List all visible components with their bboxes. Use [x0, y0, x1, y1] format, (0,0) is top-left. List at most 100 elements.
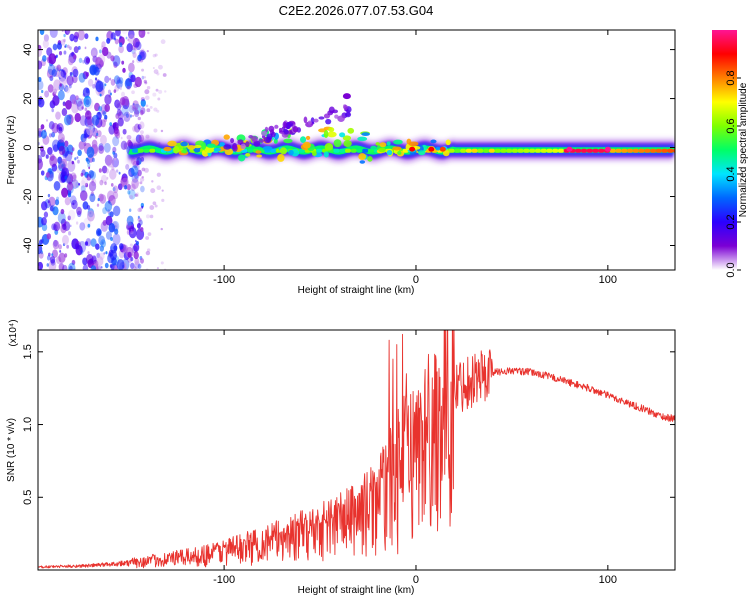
noise-cell [94, 77, 98, 81]
noise-cell [104, 75, 110, 84]
noise-cell [139, 207, 143, 212]
noise-cell [67, 192, 72, 198]
noise-cell [128, 105, 135, 114]
noise-cell [140, 99, 146, 107]
trace-core-cell [552, 148, 559, 153]
noise-cell [127, 171, 132, 177]
noise-cell [45, 171, 50, 178]
noise-cell [62, 234, 69, 245]
noise-cell [104, 154, 113, 166]
noise-cell [127, 30, 135, 40]
noise-cell [80, 172, 84, 177]
noise-cell [128, 167, 135, 177]
trace-blob [324, 143, 334, 151]
noise-cell [105, 215, 113, 226]
noise-cell [124, 78, 133, 89]
noise-cell [121, 60, 125, 65]
noise-cell [62, 101, 66, 105]
trace-core-cell [344, 148, 351, 153]
trace-blob [255, 150, 262, 154]
noise-cell [91, 157, 95, 163]
noise-cell [53, 88, 58, 95]
spectrogram-marks [38, 30, 675, 270]
trace-blob [328, 127, 335, 133]
noise-cell [61, 187, 69, 198]
branch-blob [344, 112, 352, 118]
noise-cell [42, 39, 49, 49]
noise-cell [127, 190, 131, 195]
noise-cell [64, 175, 71, 184]
noise-cell [42, 55, 47, 62]
noise-cell [78, 140, 85, 150]
noise-cell [118, 171, 121, 175]
noise-cell [98, 235, 106, 246]
noise-cell [113, 37, 117, 41]
branch-blob [237, 139, 244, 145]
noise-cell [80, 98, 85, 105]
trace-core-cell [615, 148, 622, 153]
trace-blob [224, 148, 234, 156]
noise-cell [120, 140, 128, 150]
noise-cell [109, 122, 113, 127]
spectrogram-ytick-label: -20 [22, 189, 34, 205]
branch-blob [318, 116, 325, 120]
noise-cell [55, 111, 61, 120]
noise-cell [101, 41, 106, 48]
noise-cell [117, 117, 124, 127]
noise-cell [135, 192, 140, 198]
snr-ytick-label: 1.5 [22, 344, 34, 359]
noise-cell [89, 193, 96, 203]
noise-cell [62, 101, 66, 107]
noise-cell [52, 206, 59, 216]
noise-cell [146, 108, 151, 113]
noise-cell [125, 163, 130, 170]
noise-cell [109, 92, 112, 96]
noise-cell [40, 124, 45, 130]
noise-cell [64, 45, 67, 48]
noise-cell [99, 245, 105, 252]
noise-cell [65, 86, 71, 94]
noise-cell [39, 30, 45, 35]
noise-cell [136, 39, 140, 43]
snr-series-line [38, 330, 675, 569]
noise-cell [75, 221, 79, 225]
snr-xtick-label: 100 [599, 574, 617, 586]
noise-cell [146, 248, 151, 252]
trace-blob [237, 154, 246, 162]
noise-cell [52, 239, 60, 250]
trace-core-cell [632, 148, 639, 153]
noise-cell [121, 91, 125, 98]
trace-core-cell [356, 148, 363, 153]
noise-cell [87, 223, 91, 228]
noise-cell [106, 176, 109, 180]
noise-cell [156, 267, 159, 270]
noise-cell [72, 68, 79, 78]
noise-cell [154, 53, 158, 57]
noise-cell [128, 225, 134, 233]
noise-cell [49, 205, 54, 212]
trace-blob [279, 147, 287, 155]
noise-cell [58, 145, 66, 156]
noise-cell [56, 196, 60, 201]
noise-cell [77, 45, 81, 50]
trace-blob [342, 135, 352, 141]
trace-blob [418, 150, 426, 156]
noise-cell [116, 79, 123, 89]
trace-core-cell [506, 148, 513, 153]
noise-cell [66, 244, 69, 249]
noise-cell [50, 204, 55, 212]
noise-cell [106, 190, 115, 202]
noise-cell [85, 57, 91, 64]
noise-cell [133, 109, 140, 118]
noise-cell [139, 105, 142, 108]
noise-cell [109, 77, 112, 81]
colorbar-gradient [712, 30, 737, 270]
noise-cell [84, 116, 93, 128]
branch-blob [313, 118, 319, 123]
noise-cell [139, 177, 145, 182]
noise-cell [140, 185, 145, 193]
spectrogram-panel: -100 0 100 -40 -20 0 20 40 Height of straight l… [6, 29, 676, 296]
trace-blob [288, 149, 294, 156]
trace-core-cell [477, 148, 484, 153]
noise-cell [131, 90, 135, 95]
